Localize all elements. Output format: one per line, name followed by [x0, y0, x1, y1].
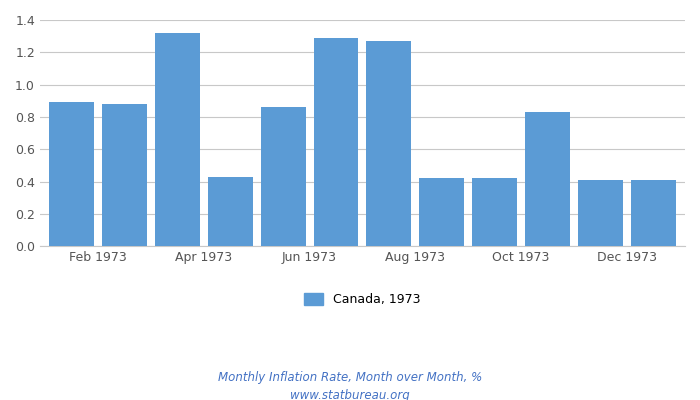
- Bar: [208, 177, 253, 246]
- Text: Monthly Inflation Rate, Month over Month, %: Monthly Inflation Rate, Month over Month…: [218, 372, 482, 384]
- Bar: [419, 178, 464, 246]
- Bar: [366, 41, 412, 246]
- Bar: [102, 104, 147, 246]
- Bar: [155, 33, 199, 246]
- Bar: [473, 178, 517, 246]
- Bar: [314, 38, 358, 246]
- Bar: [49, 102, 94, 246]
- Bar: [631, 180, 676, 246]
- Bar: [578, 180, 623, 246]
- Bar: [525, 112, 570, 246]
- Legend: Canada, 1973: Canada, 1973: [304, 293, 421, 306]
- Text: www.statbureau.org: www.statbureau.org: [290, 390, 410, 400]
- Bar: [260, 107, 306, 246]
